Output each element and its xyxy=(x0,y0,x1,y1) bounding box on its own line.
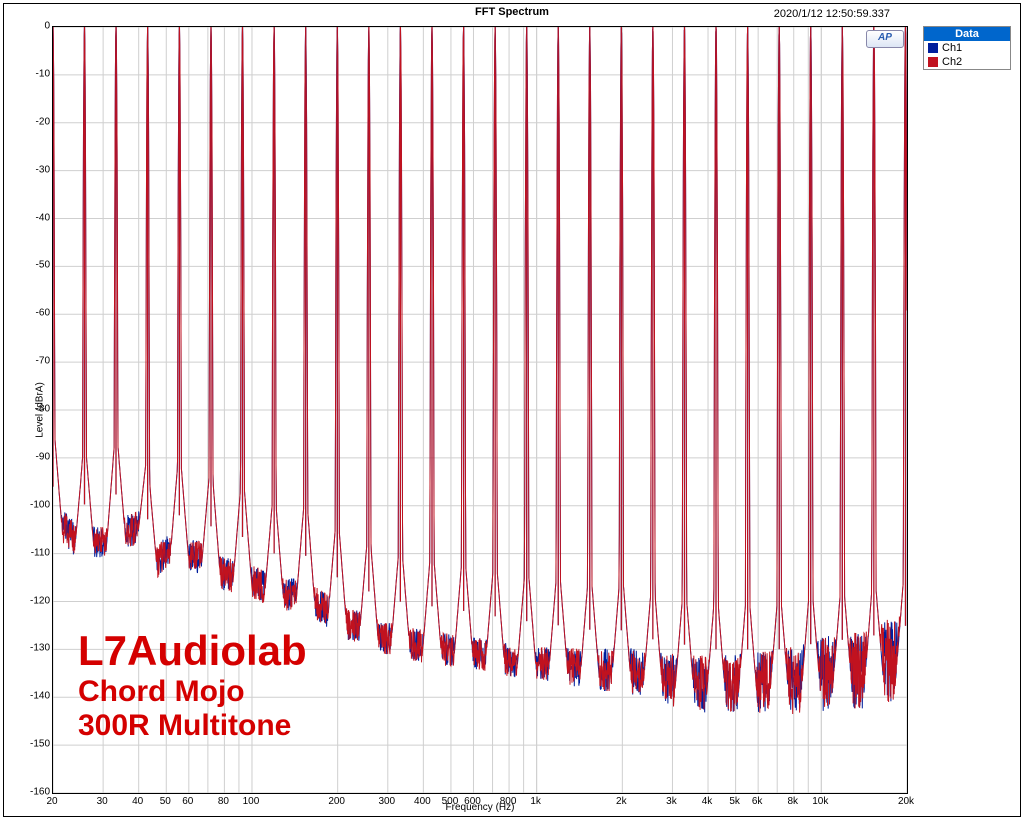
ap-logo-badge: AP xyxy=(866,30,904,48)
x-tick: 600 xyxy=(464,796,481,807)
y-tick: -150 xyxy=(10,739,50,750)
watermark-line-2: Chord Mojo xyxy=(78,676,245,708)
y-tick: -160 xyxy=(10,787,50,798)
legend-item-ch2: Ch2 xyxy=(924,55,1010,69)
y-tick: -30 xyxy=(10,164,50,175)
y-tick: -10 xyxy=(10,68,50,79)
y-tick: -120 xyxy=(10,595,50,606)
x-tick: 8k xyxy=(787,796,798,807)
x-tick: 3k xyxy=(666,796,677,807)
x-tick: 300 xyxy=(378,796,395,807)
y-tick: -100 xyxy=(10,499,50,510)
x-tick: 5k xyxy=(729,796,740,807)
x-tick: 4k xyxy=(702,796,713,807)
y-tick: -90 xyxy=(10,451,50,462)
legend-label-ch1: Ch1 xyxy=(942,42,962,54)
x-tick: 2k xyxy=(616,796,627,807)
x-tick: 500 xyxy=(442,796,459,807)
x-tick: 400 xyxy=(414,796,431,807)
legend-title: Data xyxy=(924,27,1010,41)
legend-swatch-ch2 xyxy=(928,57,938,67)
y-tick: -110 xyxy=(10,547,50,558)
x-tick: 40 xyxy=(132,796,143,807)
x-tick: 50 xyxy=(160,796,171,807)
x-tick: 30 xyxy=(97,796,108,807)
x-tick: 200 xyxy=(328,796,345,807)
timestamp: 2020/1/12 12:50:59.337 xyxy=(774,8,890,20)
legend-item-ch1: Ch1 xyxy=(924,41,1010,55)
chart-frame: FFT Spectrum 2020/1/12 12:50:59.337 AP L… xyxy=(3,3,1021,817)
x-tick: 20k xyxy=(898,796,914,807)
legend: Data Ch1 Ch2 xyxy=(923,26,1011,70)
y-tick: -40 xyxy=(10,212,50,223)
x-tick: 80 xyxy=(218,796,229,807)
y-tick: 0 xyxy=(10,21,50,32)
x-tick: 6k xyxy=(752,796,763,807)
legend-label-ch2: Ch2 xyxy=(942,56,962,68)
x-tick: 60 xyxy=(182,796,193,807)
y-tick: -50 xyxy=(10,260,50,271)
x-tick: 10k xyxy=(812,796,828,807)
x-tick: 100 xyxy=(243,796,260,807)
y-tick: -70 xyxy=(10,356,50,367)
x-tick: 1k xyxy=(530,796,541,807)
y-tick: -140 xyxy=(10,691,50,702)
legend-swatch-ch1 xyxy=(928,43,938,53)
watermark-line-1: L7Audiolab xyxy=(78,629,307,673)
y-tick: -130 xyxy=(10,643,50,654)
x-tick: 20 xyxy=(46,796,57,807)
y-tick: -20 xyxy=(10,116,50,127)
y-tick: -80 xyxy=(10,404,50,415)
watermark-line-3: 300R Multitone xyxy=(78,710,291,742)
y-tick: -60 xyxy=(10,308,50,319)
x-tick: 800 xyxy=(500,796,517,807)
